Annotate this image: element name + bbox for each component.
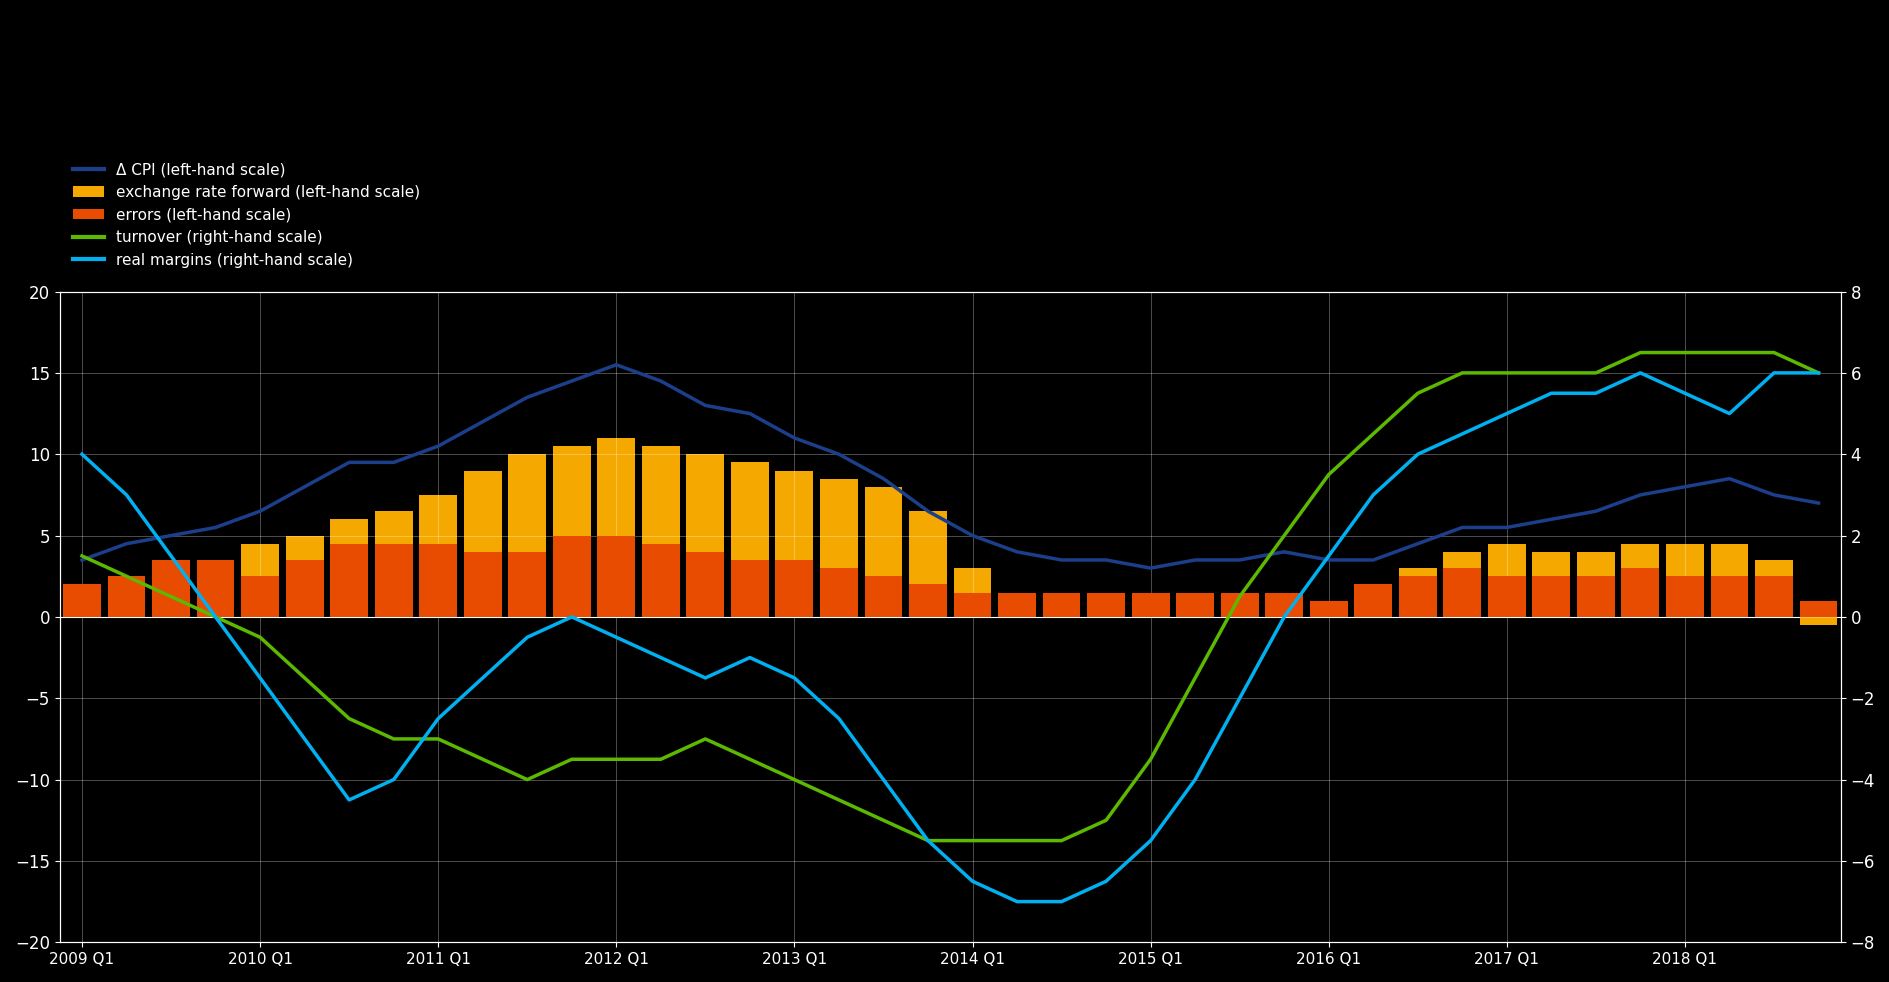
- Bar: [954, 569, 992, 617]
- Bar: [997, 592, 1035, 617]
- Bar: [553, 446, 591, 617]
- Bar: [1086, 592, 1124, 617]
- Bar: [642, 544, 680, 617]
- Bar: [331, 519, 368, 617]
- Bar: [1354, 592, 1392, 617]
- Bar: [686, 552, 723, 617]
- Bar: [1264, 592, 1302, 617]
- Bar: [909, 584, 946, 617]
- Bar: [1621, 569, 1659, 617]
- Bar: [419, 544, 457, 617]
- Bar: [1132, 592, 1169, 617]
- Bar: [820, 478, 858, 617]
- Bar: [1175, 592, 1213, 617]
- Bar: [1798, 617, 1836, 626]
- Bar: [108, 576, 145, 617]
- Bar: [1755, 576, 1793, 617]
- Bar: [553, 535, 591, 617]
- Bar: [1664, 576, 1704, 617]
- Bar: [285, 535, 323, 617]
- Bar: [774, 470, 812, 617]
- Bar: [1175, 601, 1213, 617]
- Bar: [686, 455, 723, 617]
- Bar: [1398, 569, 1436, 617]
- Bar: [731, 463, 769, 617]
- Bar: [997, 592, 1035, 617]
- Bar: [508, 455, 546, 617]
- Bar: [508, 552, 546, 617]
- Bar: [774, 560, 812, 617]
- Bar: [108, 601, 145, 617]
- Bar: [863, 487, 901, 617]
- Bar: [1710, 544, 1747, 617]
- Bar: [1354, 584, 1392, 617]
- Bar: [62, 584, 100, 617]
- Bar: [242, 576, 280, 617]
- Bar: [597, 535, 635, 617]
- Bar: [1575, 552, 1613, 617]
- Bar: [463, 552, 501, 617]
- Bar: [1309, 601, 1347, 617]
- Bar: [242, 544, 280, 617]
- Bar: [196, 560, 234, 617]
- Bar: [331, 544, 368, 617]
- Bar: [1798, 601, 1836, 617]
- Bar: [731, 560, 769, 617]
- Bar: [1264, 592, 1302, 617]
- Bar: [1220, 601, 1258, 617]
- Bar: [1664, 544, 1704, 617]
- Bar: [196, 592, 234, 617]
- Bar: [1755, 560, 1793, 617]
- Bar: [1443, 569, 1481, 617]
- Bar: [1132, 592, 1169, 617]
- Bar: [642, 446, 680, 617]
- Bar: [1532, 576, 1570, 617]
- Bar: [1086, 592, 1124, 617]
- Bar: [1575, 576, 1613, 617]
- Bar: [954, 592, 992, 617]
- Bar: [151, 601, 191, 617]
- Bar: [1398, 576, 1436, 617]
- Bar: [1621, 544, 1659, 617]
- Bar: [597, 438, 635, 617]
- Bar: [419, 495, 457, 617]
- Bar: [62, 592, 100, 617]
- Bar: [1487, 544, 1524, 617]
- Bar: [820, 569, 858, 617]
- Bar: [1710, 576, 1747, 617]
- Bar: [374, 512, 412, 617]
- Bar: [1443, 552, 1481, 617]
- Bar: [909, 512, 946, 617]
- Bar: [151, 560, 191, 617]
- Bar: [1220, 592, 1258, 617]
- Bar: [374, 544, 412, 617]
- Legend: Δ CPI (left-hand scale), exchange rate forward (left-hand scale), errors (left-h: Δ CPI (left-hand scale), exchange rate f…: [68, 156, 427, 274]
- Bar: [1043, 592, 1081, 617]
- Bar: [1532, 552, 1570, 617]
- Bar: [863, 576, 901, 617]
- Bar: [463, 470, 501, 617]
- Bar: [285, 560, 323, 617]
- Bar: [1487, 576, 1524, 617]
- Bar: [1043, 592, 1081, 617]
